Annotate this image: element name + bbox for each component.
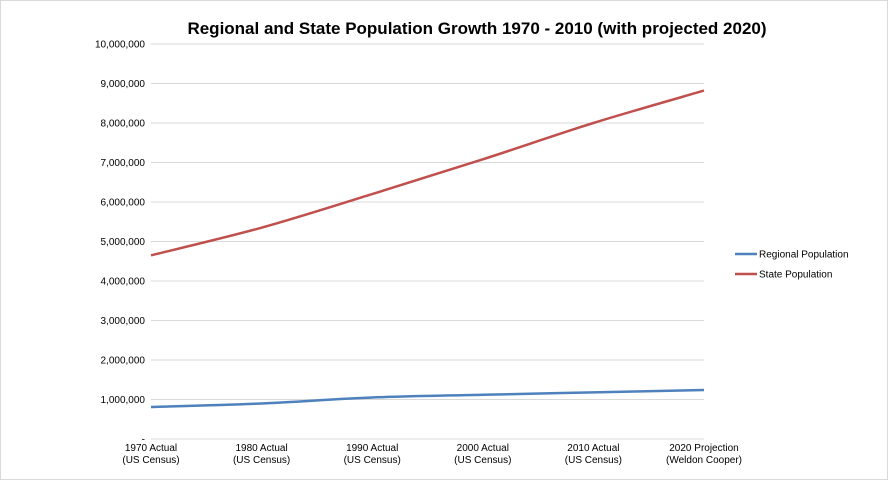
x-tick-label-line: (US Census) <box>122 455 179 466</box>
chart-title: Regional and State Population Growth 197… <box>187 19 766 38</box>
state-population-line <box>150 89 705 257</box>
x-tick-label: 2010 Actual (US Census) <box>565 443 622 466</box>
y-tick-label: 8,000,000 <box>101 119 146 130</box>
x-tick-label-line: 2010 Actual <box>567 443 619 454</box>
x-tick-label-line: 1970 Actual <box>125 443 177 454</box>
regional-population-legend-label: Regional Population <box>759 250 849 261</box>
y-tick-label: 6,000,000 <box>101 198 146 209</box>
x-tick-label-line: 1980 Actual <box>235 443 287 454</box>
x-tick-label: 2000 Actual (US Census) <box>454 443 511 466</box>
state-population-legend-label: State Population <box>759 270 832 281</box>
regional-population-line <box>150 388 705 409</box>
x-tick-label-line: 2000 Actual <box>457 443 509 454</box>
y-tick-label: 2,000,000 <box>101 356 146 367</box>
y-tick-label: 10,000,000 <box>95 40 145 51</box>
y-tick-label: 4,000,000 <box>101 277 146 288</box>
x-tick-label-line: 2020 Projection <box>669 443 739 454</box>
x-tick-label-line: (US Census) <box>233 455 290 466</box>
x-tick-label: 1980 Actual (US Census) <box>233 443 290 466</box>
x-tick-label-line: (US Census) <box>565 455 622 466</box>
y-tick-label: 3,000,000 <box>101 316 146 327</box>
x-tick-label: 1970 Actual (US Census) <box>122 443 179 466</box>
x-tick-label-line: (Weldon Cooper) <box>666 455 742 466</box>
x-tick-label-line: 1990 Actual <box>346 443 398 454</box>
y-axis-tick-labels: - 1,000,000 2,000,000 3,000,000 4,000,000 5,0… <box>95 40 145 446</box>
x-tick-label-line: (US Census) <box>344 455 401 466</box>
y-tick-label: 9,000,000 <box>101 79 146 90</box>
y-tick-label: 5,000,000 <box>101 237 146 248</box>
legend: Regional Population State Population <box>735 250 849 281</box>
x-tick-label-line: (US Census) <box>454 455 511 466</box>
y-tick-label: - <box>142 435 145 446</box>
x-tick-label: 2020 Projection (Weldon Cooper) <box>666 443 742 466</box>
y-tick-label: 7,000,000 <box>101 158 146 169</box>
gridlines <box>151 43 704 440</box>
y-tick-label: 1,000,000 <box>101 395 146 406</box>
x-axis-tick-labels: 1970 Actual (US Census)1980 Actual (US Cen… <box>122 443 742 466</box>
series-lines <box>150 89 705 409</box>
x-tick-label: 1990 Actual (US Census) <box>344 443 401 466</box>
